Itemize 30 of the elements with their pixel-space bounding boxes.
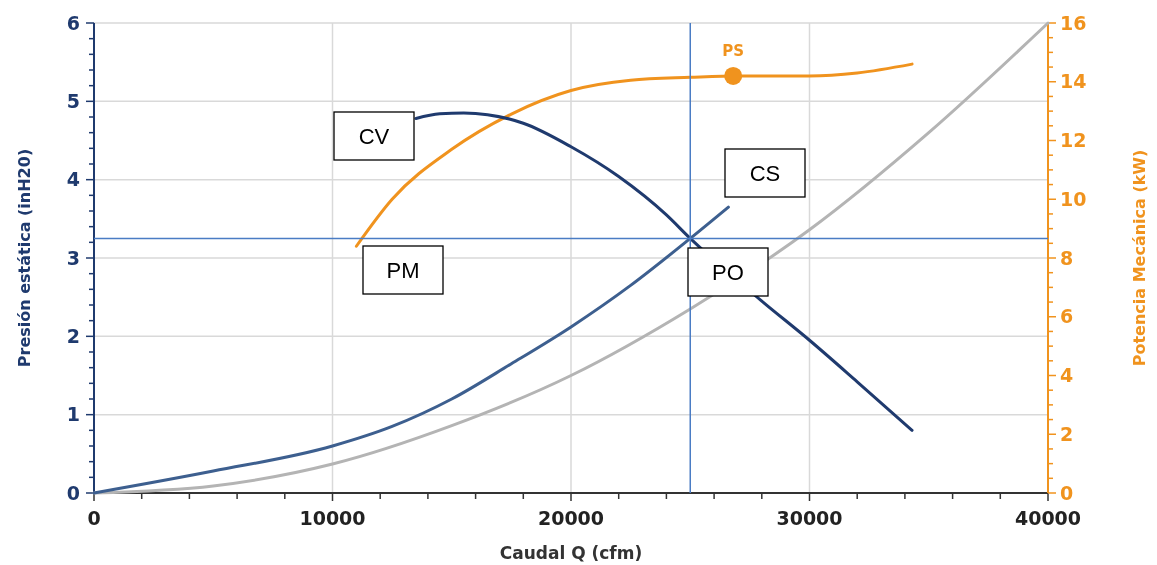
y-tick-label: 4 [66,168,80,191]
annotation: CV [358,123,390,149]
annotation: PM [386,257,420,283]
y2-axis-title: Potencia Mecánica (kW) [1130,149,1149,367]
y-axis-title: Presión estática (inH20) [15,148,34,368]
y2-tick-label: 16 [1060,11,1087,34]
y2-tick-label: 2 [1060,422,1074,445]
y-tick-label: 3 [66,246,80,269]
series-label: PS [722,41,745,60]
y2-tick-label: 8 [1060,246,1074,269]
y-tick-label: 0 [66,481,80,504]
annotation: CS [749,160,781,186]
x-tick-label: 0 [87,507,101,529]
y2-tick-label: 10 [1060,187,1087,210]
y-tick-label: 2 [66,324,80,347]
x-tick-label: 30000 [776,507,843,529]
y2-tick-label: 0 [1060,481,1074,504]
y2-tick-label: 4 [1060,364,1074,387]
y-tick-label: 1 [66,403,80,426]
y-tick-label: 6 [66,11,80,34]
y2-tick-label: 6 [1060,305,1074,328]
y2-tick-label: 12 [1060,129,1087,152]
x-tick-label: 40000 [1014,507,1082,529]
y2-tick-label: 14 [1060,70,1087,93]
y-tick-label: 5 [66,89,80,112]
x-tick-label: 10000 [299,507,366,529]
x-axis-title: Caudal Q (cfm) [499,543,643,563]
x-tick-label: 20000 [537,507,605,529]
line-series [354,62,914,248]
annotation: PO [712,259,744,285]
